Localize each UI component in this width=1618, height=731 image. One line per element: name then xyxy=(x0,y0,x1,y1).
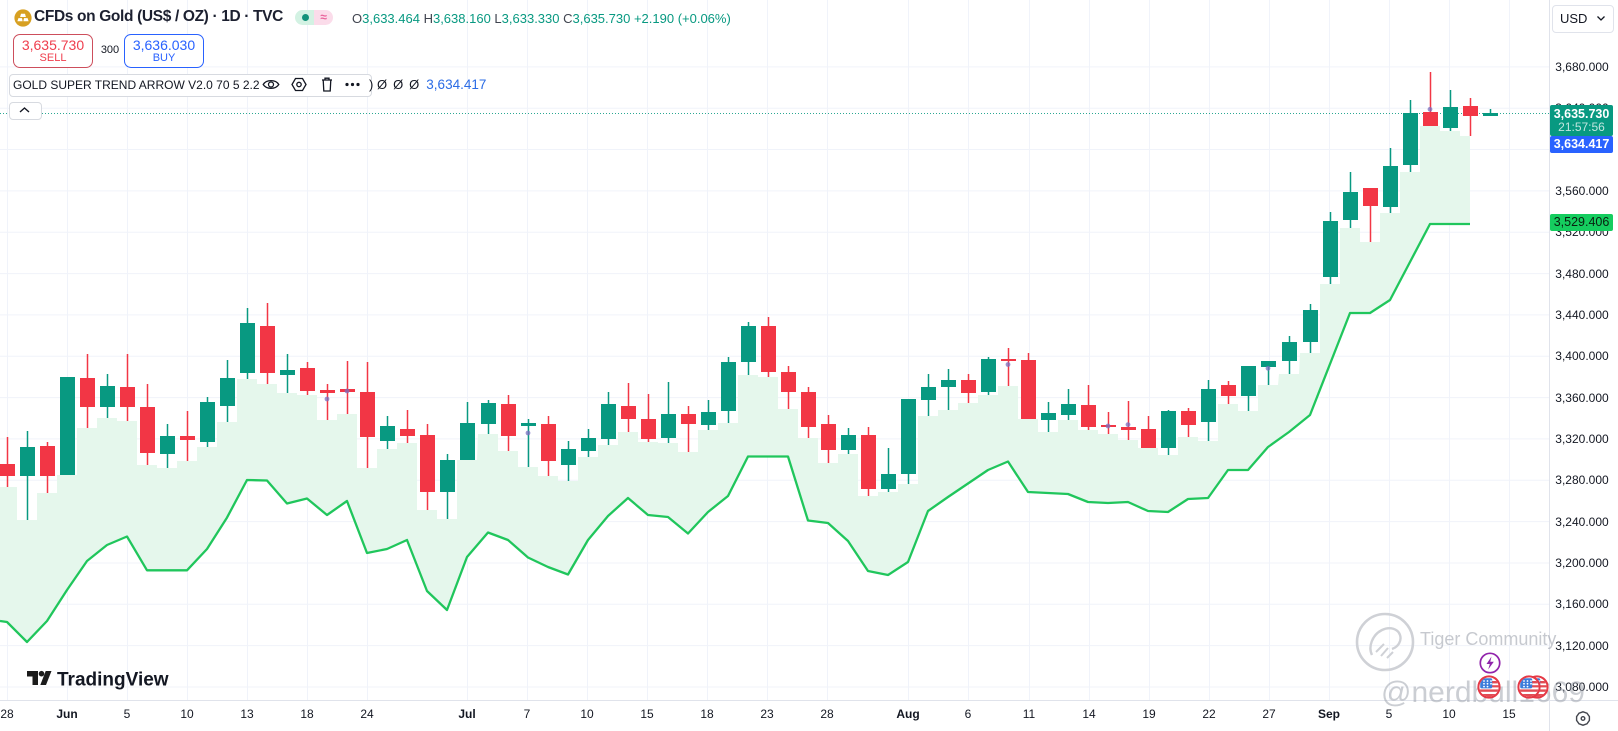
svg-text:TradingView: TradingView xyxy=(57,670,169,691)
